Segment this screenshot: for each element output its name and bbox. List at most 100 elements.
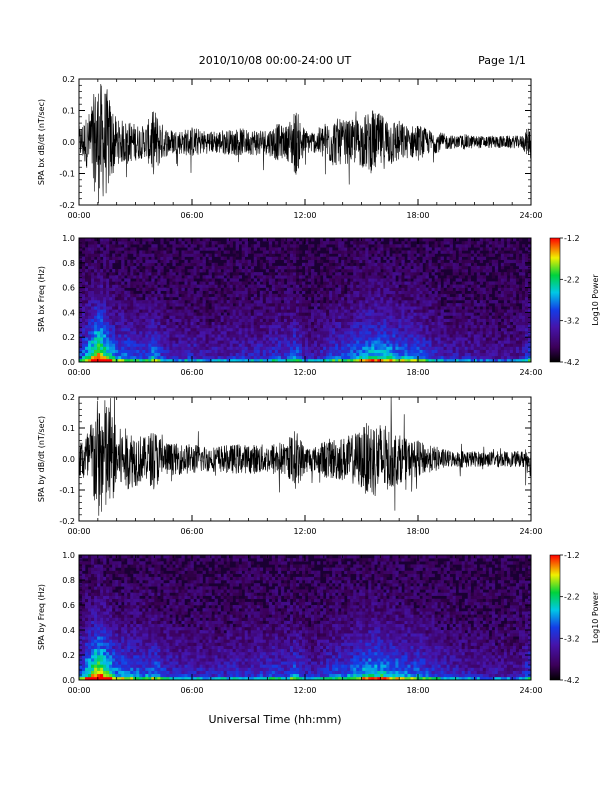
spectrogram-cell <box>289 281 294 285</box>
spectrogram-cell <box>184 327 188 332</box>
spectrogram-cell <box>136 331 140 335</box>
spectrogram-cell <box>449 296 453 301</box>
spectrogram-cell <box>323 331 327 335</box>
spectrogram-cell <box>416 349 420 353</box>
spectrogram-cell <box>118 318 122 322</box>
x-tick-label: 06:00 <box>180 211 203 220</box>
spectrogram-cell <box>320 324 324 329</box>
spectrogram-cell <box>178 238 182 242</box>
spectrogram-cell <box>280 269 285 273</box>
spectrogram-cell <box>431 331 435 335</box>
spectrogram-cell <box>82 321 86 326</box>
spectrogram-cell <box>338 327 342 332</box>
spectrogram-cell <box>154 337 158 341</box>
spectrogram-cell <box>338 340 342 344</box>
spectrogram-cell <box>317 247 321 251</box>
spectrogram-cell <box>97 337 101 341</box>
spectrogram-cell <box>121 300 125 304</box>
spectrogram-cell <box>470 300 475 304</box>
spectrogram-cell <box>223 256 227 260</box>
spectrogram-cell <box>259 253 264 257</box>
spectrogram-cell <box>386 287 390 291</box>
spectrogram-cell <box>446 315 450 319</box>
spectrogram-cell <box>419 306 423 310</box>
spectrogram-cell <box>85 327 89 332</box>
x-tick-label: 12:00 <box>293 211 316 220</box>
spectrogram-cell <box>163 300 167 304</box>
spectrogram-cell <box>292 287 297 291</box>
spectrogram-cell <box>374 278 378 282</box>
spectrogram-cell <box>410 352 414 357</box>
spectrogram-cell <box>217 272 221 276</box>
spectrogram-cell <box>356 324 360 329</box>
spectrogram-cell <box>289 355 294 360</box>
spectrogram-cell <box>455 269 459 273</box>
spectrogram-cell <box>250 349 255 353</box>
spectrogram-cell <box>458 349 462 353</box>
spectrogram-cell <box>130 346 134 350</box>
spectrogram-cell <box>202 358 206 363</box>
spectrogram-cell <box>154 247 158 251</box>
spectrogram-cell <box>311 358 315 363</box>
spectrogram-cell <box>365 337 369 341</box>
spectrogram-cell <box>286 269 291 273</box>
spectrogram-cell <box>407 256 411 260</box>
spectrogram-cell <box>389 318 393 322</box>
spectrogram-cell <box>106 296 110 301</box>
spectrogram-cell <box>121 337 125 341</box>
spectrogram-cell <box>425 275 429 279</box>
spectrogram-cell <box>193 318 197 322</box>
spectrogram-cell <box>392 281 396 285</box>
spectrogram-cell <box>247 340 252 344</box>
spectrogram-cell <box>133 247 137 251</box>
spectrogram-cell <box>440 256 444 260</box>
spectrogram-cell <box>395 315 399 319</box>
spectrogram-cell <box>449 259 453 264</box>
spectrogram-cell <box>235 281 239 285</box>
spectrogram-cell <box>103 250 107 254</box>
spectrogram-cell <box>347 337 351 341</box>
spectrogram-cell <box>193 321 197 326</box>
spectrogram-cell <box>136 309 140 313</box>
spectrogram-cell <box>320 321 324 326</box>
spectrogram-cell <box>190 309 194 313</box>
spectrogram-cell <box>133 275 137 279</box>
spectrogram-cell <box>238 346 243 350</box>
spectrogram-cell <box>377 241 381 245</box>
spectrogram-cell <box>241 358 246 363</box>
spectrogram-cell <box>163 324 167 329</box>
spectrogram-cell <box>395 358 399 363</box>
spectrogram-cell <box>437 303 441 307</box>
spectrogram-cell <box>148 290 152 295</box>
spectrogram-cell <box>142 337 146 341</box>
spectrogram-cell <box>163 303 167 307</box>
spectrogram-cell <box>106 337 110 341</box>
spectrogram-cell <box>112 331 116 335</box>
spectrogram-cell <box>317 343 321 347</box>
spectrogram-cell <box>100 315 104 319</box>
spectrogram-cell <box>148 358 152 363</box>
spectrogram-cell <box>115 269 119 273</box>
spectrogram-cell <box>184 358 188 363</box>
spectrogram-cell <box>94 321 98 326</box>
spectrogram-cell <box>259 303 264 307</box>
spectrogram-cell <box>121 309 125 313</box>
spectrogram-cell <box>109 327 113 332</box>
spectrogram-cell <box>91 272 95 276</box>
spectrogram-cell <box>389 272 393 276</box>
spectrogram-cell <box>85 358 89 363</box>
spectrogram-cell <box>91 241 95 245</box>
spectrogram-cell <box>314 343 318 347</box>
spectrogram-cell <box>199 306 203 310</box>
spectrogram-cell <box>193 343 197 347</box>
spectrogram-cell <box>208 290 212 295</box>
spectrogram-cell <box>109 306 113 310</box>
spectrogram-cell <box>386 337 390 341</box>
spectrogram-cell <box>434 334 438 338</box>
spectrogram-cell <box>115 300 119 304</box>
spectrogram-cell <box>145 343 149 347</box>
spectrogram-cell <box>362 324 366 329</box>
spectrogram-cell <box>434 327 438 332</box>
spectrogram-cell <box>500 309 505 313</box>
spectrogram-cell <box>205 331 209 335</box>
